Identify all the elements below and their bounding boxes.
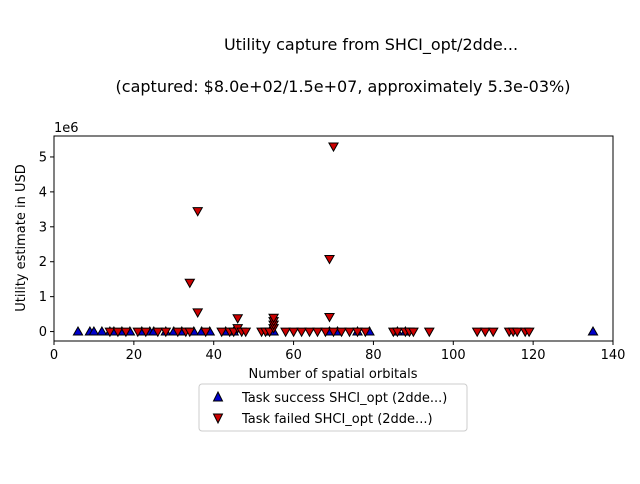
- failed-point: [344, 327, 355, 338]
- legend-success-label: Task success SHCI_opt (2dde...): [241, 391, 447, 406]
- failed-point: [288, 327, 300, 338]
- y-tick-label: 3: [39, 220, 47, 235]
- legend-failed-label: Task failed SHCI_opt (2dde...): [241, 412, 433, 427]
- y-axis: 0 1 2 3 4 5: [39, 150, 54, 340]
- failed-point: [296, 327, 308, 338]
- y-offset-label: 1e6: [54, 121, 79, 136]
- x-tick-label: 140: [601, 348, 626, 363]
- legend: Task success SHCI_opt (2dde...) Task fai…: [198, 383, 468, 432]
- failed-point: [479, 327, 491, 338]
- failed-point: [352, 327, 363, 338]
- x-axis: 0 20 40 60 80 100 120 140: [50, 341, 626, 363]
- failed-point: [184, 278, 196, 289]
- failed-point: [328, 327, 339, 338]
- x-axis-label: Number of spatial orbitals: [248, 367, 417, 382]
- failed-point: [216, 327, 228, 338]
- failed-point: [280, 327, 292, 338]
- legend-failed-marker: [212, 413, 224, 425]
- data-markers: [72, 142, 599, 338]
- x-tick-label: 60: [285, 348, 302, 363]
- failed-point: [523, 327, 535, 338]
- failed-point: [152, 327, 164, 338]
- failed-point: [104, 327, 116, 338]
- x-tick-label: 100: [441, 348, 466, 363]
- failed-point: [172, 327, 184, 338]
- chart-title: Utility capture from SHCI_opt/2dde...: [224, 35, 518, 55]
- failed-point: [192, 308, 204, 319]
- chart-subtitle: (captured: $8.0e+02/1.5e+07, approximate…: [116, 77, 571, 96]
- failed-point: [471, 327, 483, 338]
- failed-point: [192, 207, 204, 217]
- failed-point: [132, 327, 144, 338]
- success-point: [587, 325, 599, 336]
- plot-frame: [53, 135, 614, 342]
- success-point: [96, 325, 108, 336]
- x-tick-label: 20: [126, 348, 143, 363]
- failed-point: [200, 327, 212, 338]
- failed-point: [487, 327, 499, 338]
- failed-point: [423, 327, 435, 338]
- failed-point: [324, 313, 335, 323]
- y-tick-label: 2: [39, 255, 47, 270]
- x-tick-label: 80: [365, 348, 382, 363]
- x-tick-label: 0: [50, 348, 58, 363]
- y-axis-label: Utility estimate in USD: [14, 164, 29, 311]
- failed-point: [391, 327, 403, 338]
- failed-point: [407, 327, 419, 338]
- series-failed: [104, 142, 535, 338]
- failed-point: [359, 327, 371, 338]
- failed-point: [184, 327, 196, 338]
- success-point: [88, 325, 100, 336]
- failed-point: [268, 313, 280, 324]
- success-point: [72, 325, 84, 336]
- legend-success-marker: [212, 390, 224, 402]
- failed-point: [320, 327, 331, 338]
- y-tick-label: 1: [39, 290, 47, 305]
- failed-point: [312, 327, 323, 338]
- failed-point: [140, 327, 152, 338]
- failed-point: [160, 327, 172, 338]
- failed-point: [232, 314, 244, 324]
- failed-point: [240, 327, 252, 338]
- failed-point: [328, 142, 339, 153]
- failed-point: [120, 327, 132, 338]
- failed-point: [112, 327, 124, 338]
- x-tick-label: 40: [205, 348, 222, 363]
- failed-point: [336, 327, 347, 338]
- plot-area: [53, 135, 614, 342]
- legend-box: [198, 383, 468, 432]
- failed-point: [304, 327, 315, 338]
- failed-point: [324, 255, 335, 265]
- x-tick-label: 120: [521, 348, 546, 363]
- failed-point: [511, 327, 523, 338]
- y-tick-label: 4: [39, 185, 47, 200]
- y-tick-label: 0: [39, 325, 47, 340]
- y-tick-label: 5: [39, 150, 47, 165]
